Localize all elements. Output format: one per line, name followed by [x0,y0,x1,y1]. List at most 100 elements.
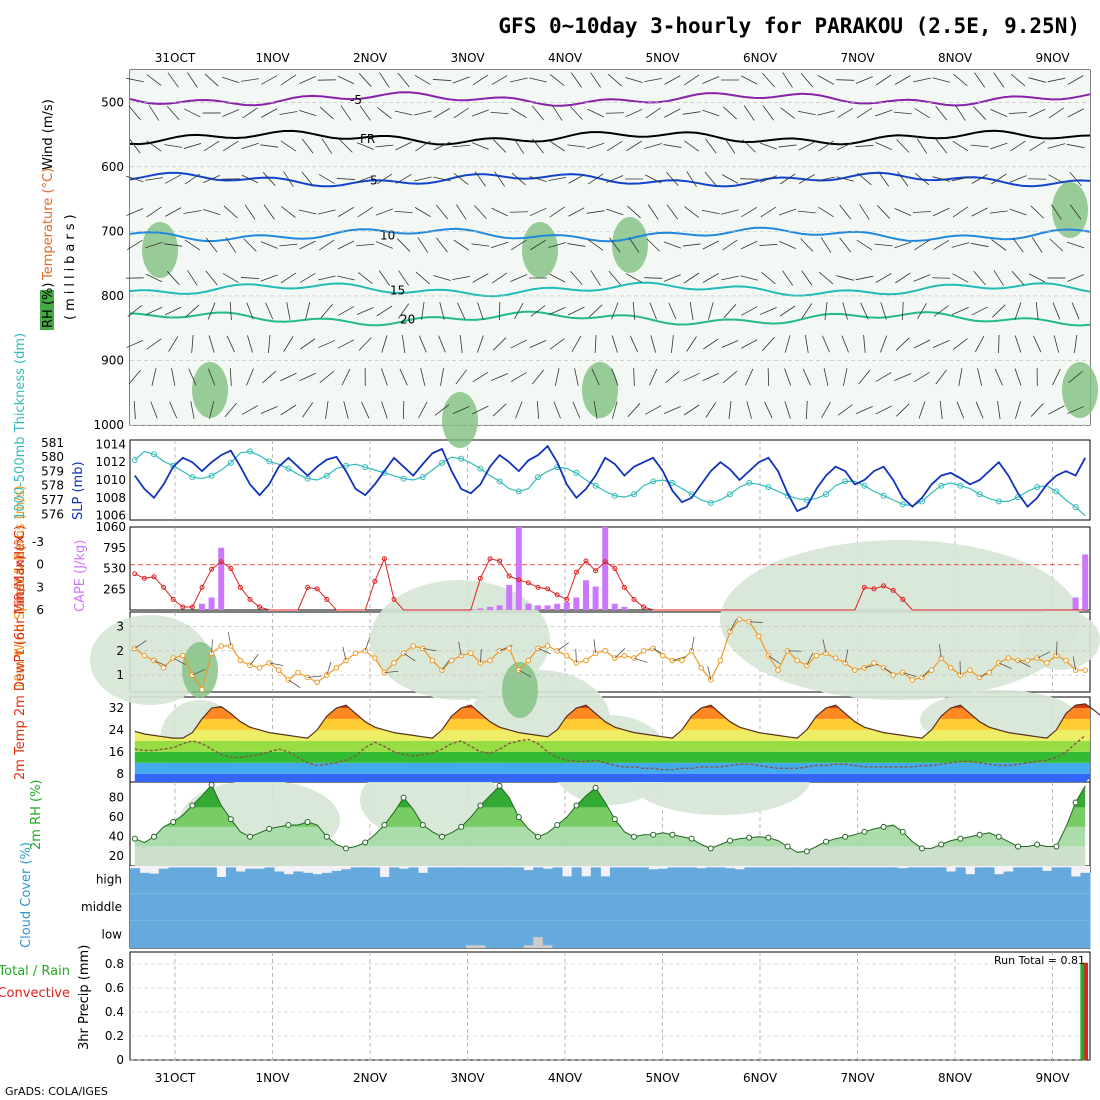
wind-barb [514,302,524,320]
cloud-cell [283,893,294,921]
wind-barb-10m [364,637,371,651]
cloud-cell [725,920,736,948]
wind-barb [645,174,662,184]
wind-barb [337,240,355,250]
thickness-point [1034,484,1041,491]
wind-barb [875,74,892,86]
cloud-cell [898,893,909,921]
rh-point [880,823,887,830]
isotherm-label: FR [360,132,375,146]
cloud-cell [542,920,553,948]
wind-barb-10m [288,679,301,688]
cloud-cell [1022,893,1033,921]
wind-barb [611,368,619,386]
wind-barb-10m [806,652,814,666]
wind-barb [567,144,586,148]
wind-barb [665,370,680,384]
wind-barb [666,171,679,187]
cloud-cell [494,920,505,948]
wind-barb [627,403,641,417]
li-point [516,577,522,583]
cloud-cell [840,920,851,948]
wind-barb [683,372,700,382]
wind-barb [474,171,486,187]
wind-barb [874,243,893,247]
wind-barb [280,140,297,152]
cape-bar [592,586,599,610]
cloud-cell [1051,920,1062,948]
wind-barb [548,177,567,181]
wind-barb [784,401,791,419]
li-point [602,559,608,565]
wind-barb [668,302,677,320]
cape-bar [573,597,580,610]
cloud-cell [235,920,246,948]
cape-bar [563,602,570,610]
wind-barb [490,111,509,115]
rh-point [323,833,330,840]
li-point [890,587,896,593]
rh-core [612,217,648,273]
cloud-cell [226,893,237,921]
wind-barb [242,107,258,119]
wind-barb [990,142,1008,150]
wind-barb [395,141,412,151]
cloud-cell [667,867,678,894]
wind-barb [628,237,640,253]
wind-barb [298,209,317,215]
y-tick-cape: 1060 [95,520,126,534]
wind-barb [1052,302,1061,320]
cloud-cell [245,893,256,921]
wind-barb [241,405,259,415]
cloud-cell [773,893,784,921]
thickness-point [727,491,733,498]
wind-barb [241,78,259,82]
cloud-cell [523,870,534,894]
wind-barb-10m [480,648,482,663]
wind-barb [682,111,701,115]
y-tick-wind: 2 [116,644,124,658]
rh-point [919,845,925,852]
thickness-point [247,448,253,455]
cloud-cell [1070,920,1081,948]
rh-point [727,837,733,844]
x-label-top: 5NOV [645,51,680,65]
wind-barb [611,302,619,320]
wind-barb [474,205,487,219]
wind-barb [977,368,983,386]
y-tick-precip: 0.6 [105,981,124,995]
y-tick-li: 0 [36,558,44,572]
wind-barb [721,174,739,184]
cloud-cell [859,867,870,894]
cloud-cell [1003,893,1014,921]
wind-speed-point [141,652,148,659]
wind-barb-10m [691,636,695,651]
wind-barb [203,140,220,152]
wind-barb [724,138,736,154]
wind-barb [741,75,758,85]
cloud-cell [734,869,745,894]
cloud-cell [408,893,419,921]
wind-barb [1067,406,1085,414]
wind-barb [471,243,490,247]
wind-barb [1029,273,1046,283]
cloud-cell [485,893,496,921]
wind-barb [951,176,970,182]
wind-barb [361,401,370,419]
wind-barb [260,406,278,414]
cloud-cell [341,893,352,921]
cloud-cell [782,867,793,894]
x-label-bottom: 9NOV [1035,1071,1070,1085]
wind-barb [337,339,355,349]
y-tick-cape: 795 [103,541,126,555]
wind-barb-10m [537,647,552,655]
wind-barb [958,368,963,386]
wind-barb-10m [211,639,213,654]
cloud-cell [610,920,621,948]
wind-barb [260,144,279,148]
wind-barb [432,79,452,81]
cloud-cell [302,920,313,948]
wind-barb [299,273,316,283]
wind-barb [455,204,467,220]
cloud-cell [437,920,448,948]
